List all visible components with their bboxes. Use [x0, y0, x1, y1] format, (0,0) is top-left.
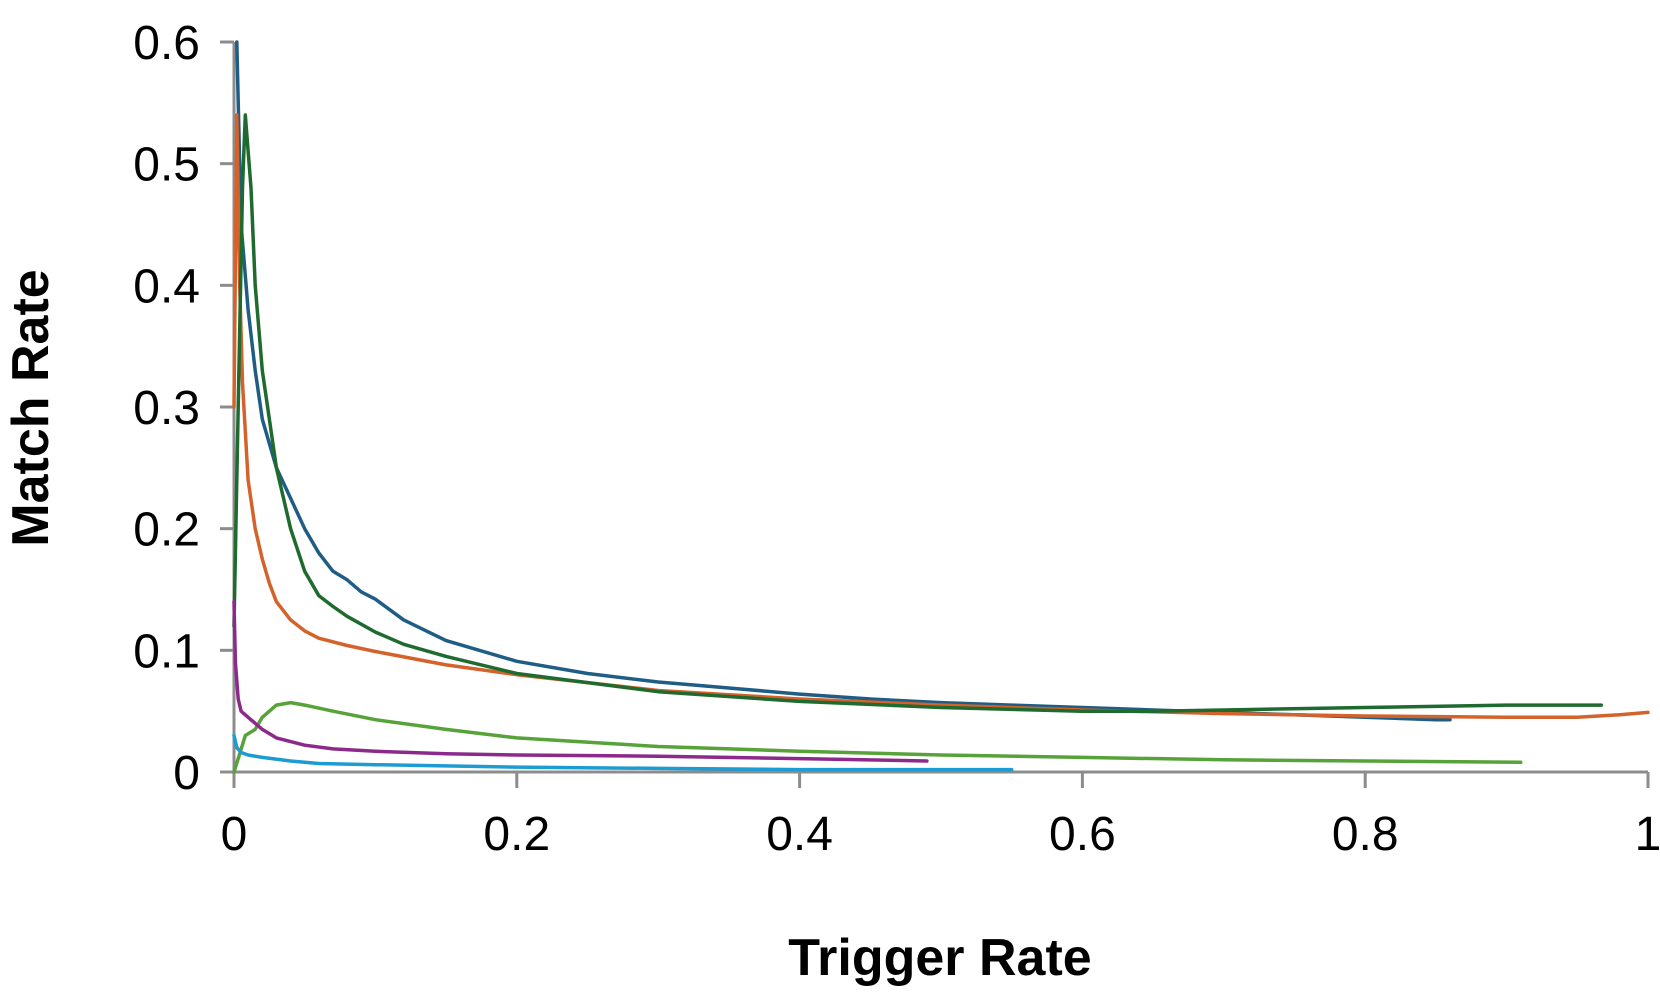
y-tick-label: 0.4: [133, 260, 200, 313]
x-tick-label: 0: [221, 808, 248, 861]
series-line-series-6: [232, 733, 1014, 772]
series-group: [232, 40, 1650, 774]
x-tick-label: 0.8: [1332, 808, 1399, 861]
x-tick-label: 0.4: [766, 808, 833, 861]
x-tick-label: 1: [1635, 808, 1660, 861]
x-axis-ticks: [232, 772, 1650, 788]
x-axis-title: Trigger Rate: [788, 929, 1091, 987]
y-tick-label: 0.2: [133, 504, 200, 557]
series-line-series-2: [232, 113, 1650, 720]
series-line-series-4: [232, 700, 1523, 774]
x-tick-labels: 0 0.2 0.4 0.6 0.8 1: [221, 808, 1660, 861]
y-tick-label: 0.6: [133, 17, 200, 70]
series-line-series-5: [232, 599, 929, 763]
y-tick-label: 0.5: [133, 139, 200, 192]
y-tick-label: 0.1: [133, 625, 200, 678]
y-tick-label: 0: [173, 747, 200, 800]
y-axis-ticks: [220, 40, 234, 774]
x-tick-label: 0.6: [1049, 808, 1116, 861]
y-tick-label: 0.3: [133, 382, 200, 435]
y-axis-title: Match Rate: [2, 269, 60, 546]
series-line-series-3: [232, 113, 1604, 713]
y-tick-labels: 0 0.1 0.2 0.3 0.4 0.5 0.6: [133, 17, 200, 800]
x-tick-label: 0.2: [483, 808, 550, 861]
series-line-series-1: [235, 40, 1452, 722]
